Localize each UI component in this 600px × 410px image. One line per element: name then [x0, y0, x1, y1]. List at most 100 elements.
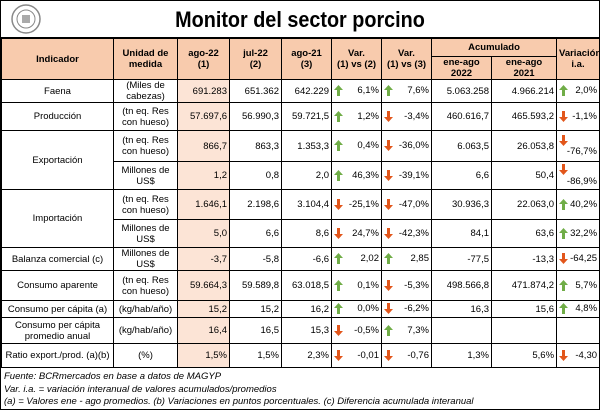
variation-value: -1,1%: [572, 110, 598, 122]
variation-value: -36,0%: [398, 140, 429, 152]
value-cell: 63,6: [490, 219, 558, 248]
variation-cell: 2,85: [381, 247, 432, 271]
indicator: Consumo per cápita (a): [1, 300, 114, 318]
table-row: Exportación (tn eq. Res con hueso) 866,7 86…: [1, 130, 600, 190]
value-cell: 59.721,5: [281, 102, 332, 131]
table-row: Balanza comercial (c) Millones de US$ -3,7…: [1, 247, 600, 271]
variation-cell: -0,76: [381, 343, 432, 368]
value-cell: 1.646,1: [177, 189, 230, 220]
header-label: jul-22: [243, 48, 268, 59]
header-label: ene-ago 2022: [443, 57, 480, 79]
indicator: Producción: [1, 102, 114, 131]
indicator: Consumo aparente: [1, 270, 114, 301]
variation-cell: -4,30: [556, 343, 600, 368]
variation-value: -64,25: [570, 253, 598, 265]
value-cell: 16,3: [431, 300, 492, 318]
column-header: ene-ago 2022: [431, 56, 492, 80]
unit: (tn eq. Res con hueso): [113, 189, 178, 220]
unit: Millones de US$: [113, 247, 178, 271]
variation-cell: -0,5%: [331, 317, 382, 344]
variation-value: 0,1%: [357, 279, 379, 291]
variation-cell: 46,3%: [331, 161, 382, 190]
value-cell: 2,3%: [281, 343, 332, 368]
value-cell: 3.104,4: [281, 189, 332, 220]
value-cell: 15,6: [490, 300, 558, 318]
arrow-down: [384, 279, 393, 291]
value-cell: 471.874,2: [490, 270, 558, 301]
value-cell: -3,7: [177, 247, 230, 271]
variation-value: 24,7%: [352, 227, 379, 239]
footnote: Fuente: BCRmercados en base a datos de M…: [4, 371, 222, 382]
value-cell: 16,2: [281, 300, 332, 318]
arrow-up: [334, 279, 343, 291]
variation-cell: -64,25: [556, 247, 600, 271]
variation-cell: -86,9%: [556, 161, 600, 190]
variation-value: -86,9%: [566, 175, 598, 187]
variation-value: -0,76: [407, 349, 429, 361]
table-row: Consumo per cápita (a) (kg/hab/año) 15,2 15…: [1, 300, 600, 318]
variation-value: -25,1%: [348, 198, 379, 210]
arrow-up: [559, 85, 569, 97]
column-header: ago-22 (1): [177, 38, 230, 80]
value-cell: 50,4: [490, 161, 558, 190]
value-cell: 2,0: [281, 161, 332, 190]
arrow-down: [384, 110, 393, 122]
arrow-up: [559, 198, 569, 210]
variation-cell: -3,4%: [381, 102, 432, 131]
table-row: Importación (tn eq. Res con hueso) 1.646,1…: [1, 189, 600, 248]
variation-cell: -1,1%: [556, 102, 600, 131]
variation-value: 6,1%: [357, 85, 379, 97]
table-row: Consumo aparente (tn eq. Res con hueso) 59…: [1, 270, 600, 301]
value-cell: 56.990,3: [229, 102, 282, 131]
empty-cell: [556, 317, 600, 344]
indicator: Faena: [1, 79, 114, 103]
variation-value: 46,3%: [352, 169, 379, 181]
arrow-down: [559, 164, 569, 176]
variation-cell: 32,2%: [556, 219, 600, 248]
table-row: Millones de US$ 5,0 6,6 8,6 24,7% -42,3% 84,1 6…: [2, 219, 600, 248]
header-label: Indicador: [36, 53, 79, 65]
variation-value: 7,3%: [407, 324, 429, 336]
arrow-down: [334, 349, 343, 361]
value-cell: 1,2: [177, 161, 230, 190]
column-header: Unidad de medida: [113, 38, 178, 80]
indicator: Ratio export./prod. (a)(b): [1, 343, 114, 368]
variation-value: 4,8%: [575, 303, 598, 315]
value-cell: 642.229: [281, 79, 332, 103]
variation-value: 32,2%: [570, 227, 598, 239]
variation-value: -39,1%: [398, 169, 429, 181]
value-cell: 866,7: [177, 130, 230, 162]
variation-cell: -42,3%: [381, 219, 432, 248]
value-cell: -5,8: [229, 247, 282, 271]
value-cell: 59.589,8: [229, 270, 282, 301]
value-cell: 15,2: [177, 300, 230, 318]
value-cell: 30.936,3: [431, 189, 492, 220]
arrow-up: [384, 85, 393, 97]
arrow-up: [334, 303, 343, 315]
indicator: Balanza comercial (c): [1, 247, 114, 271]
header-row: Indicador Unidad de medida ago-22 (1) jul-22…: [1, 38, 600, 80]
arrow-down: [559, 134, 569, 146]
title-bar: Monitor del sector porcino: [1, 1, 599, 38]
value-cell: 465.593,2: [490, 102, 558, 131]
logo: [11, 4, 41, 34]
variation-cell: -0,01: [331, 343, 382, 368]
arrow-up: [559, 227, 569, 239]
title: Monitor del sector porcino: [175, 7, 425, 32]
value-cell: 1.353,3: [281, 130, 332, 162]
data-table: Indicador Unidad de medida ago-22 (1) jul-22…: [1, 38, 600, 368]
variation-cell: 0,0%: [331, 300, 382, 318]
table-row: Millones de US$ 1,2 0,8 2,0 46,3% -39,1% 6,6 50…: [2, 161, 600, 190]
unit: Millones de US$: [113, 161, 178, 190]
arrow-up: [334, 85, 343, 97]
variation-cell: 6,1%: [331, 79, 382, 103]
header-label: ago-21: [291, 48, 322, 59]
unit: Millones de US$: [113, 219, 178, 248]
column-header: jul-22 (2): [229, 38, 282, 80]
value-cell: 5,0: [177, 219, 230, 248]
value-cell: 8,6: [281, 219, 332, 248]
unit: (tn eq. Res con hueso): [113, 130, 178, 162]
variation-cell: 0,4%: [331, 130, 382, 162]
value-cell: 22.063,0: [490, 189, 558, 220]
